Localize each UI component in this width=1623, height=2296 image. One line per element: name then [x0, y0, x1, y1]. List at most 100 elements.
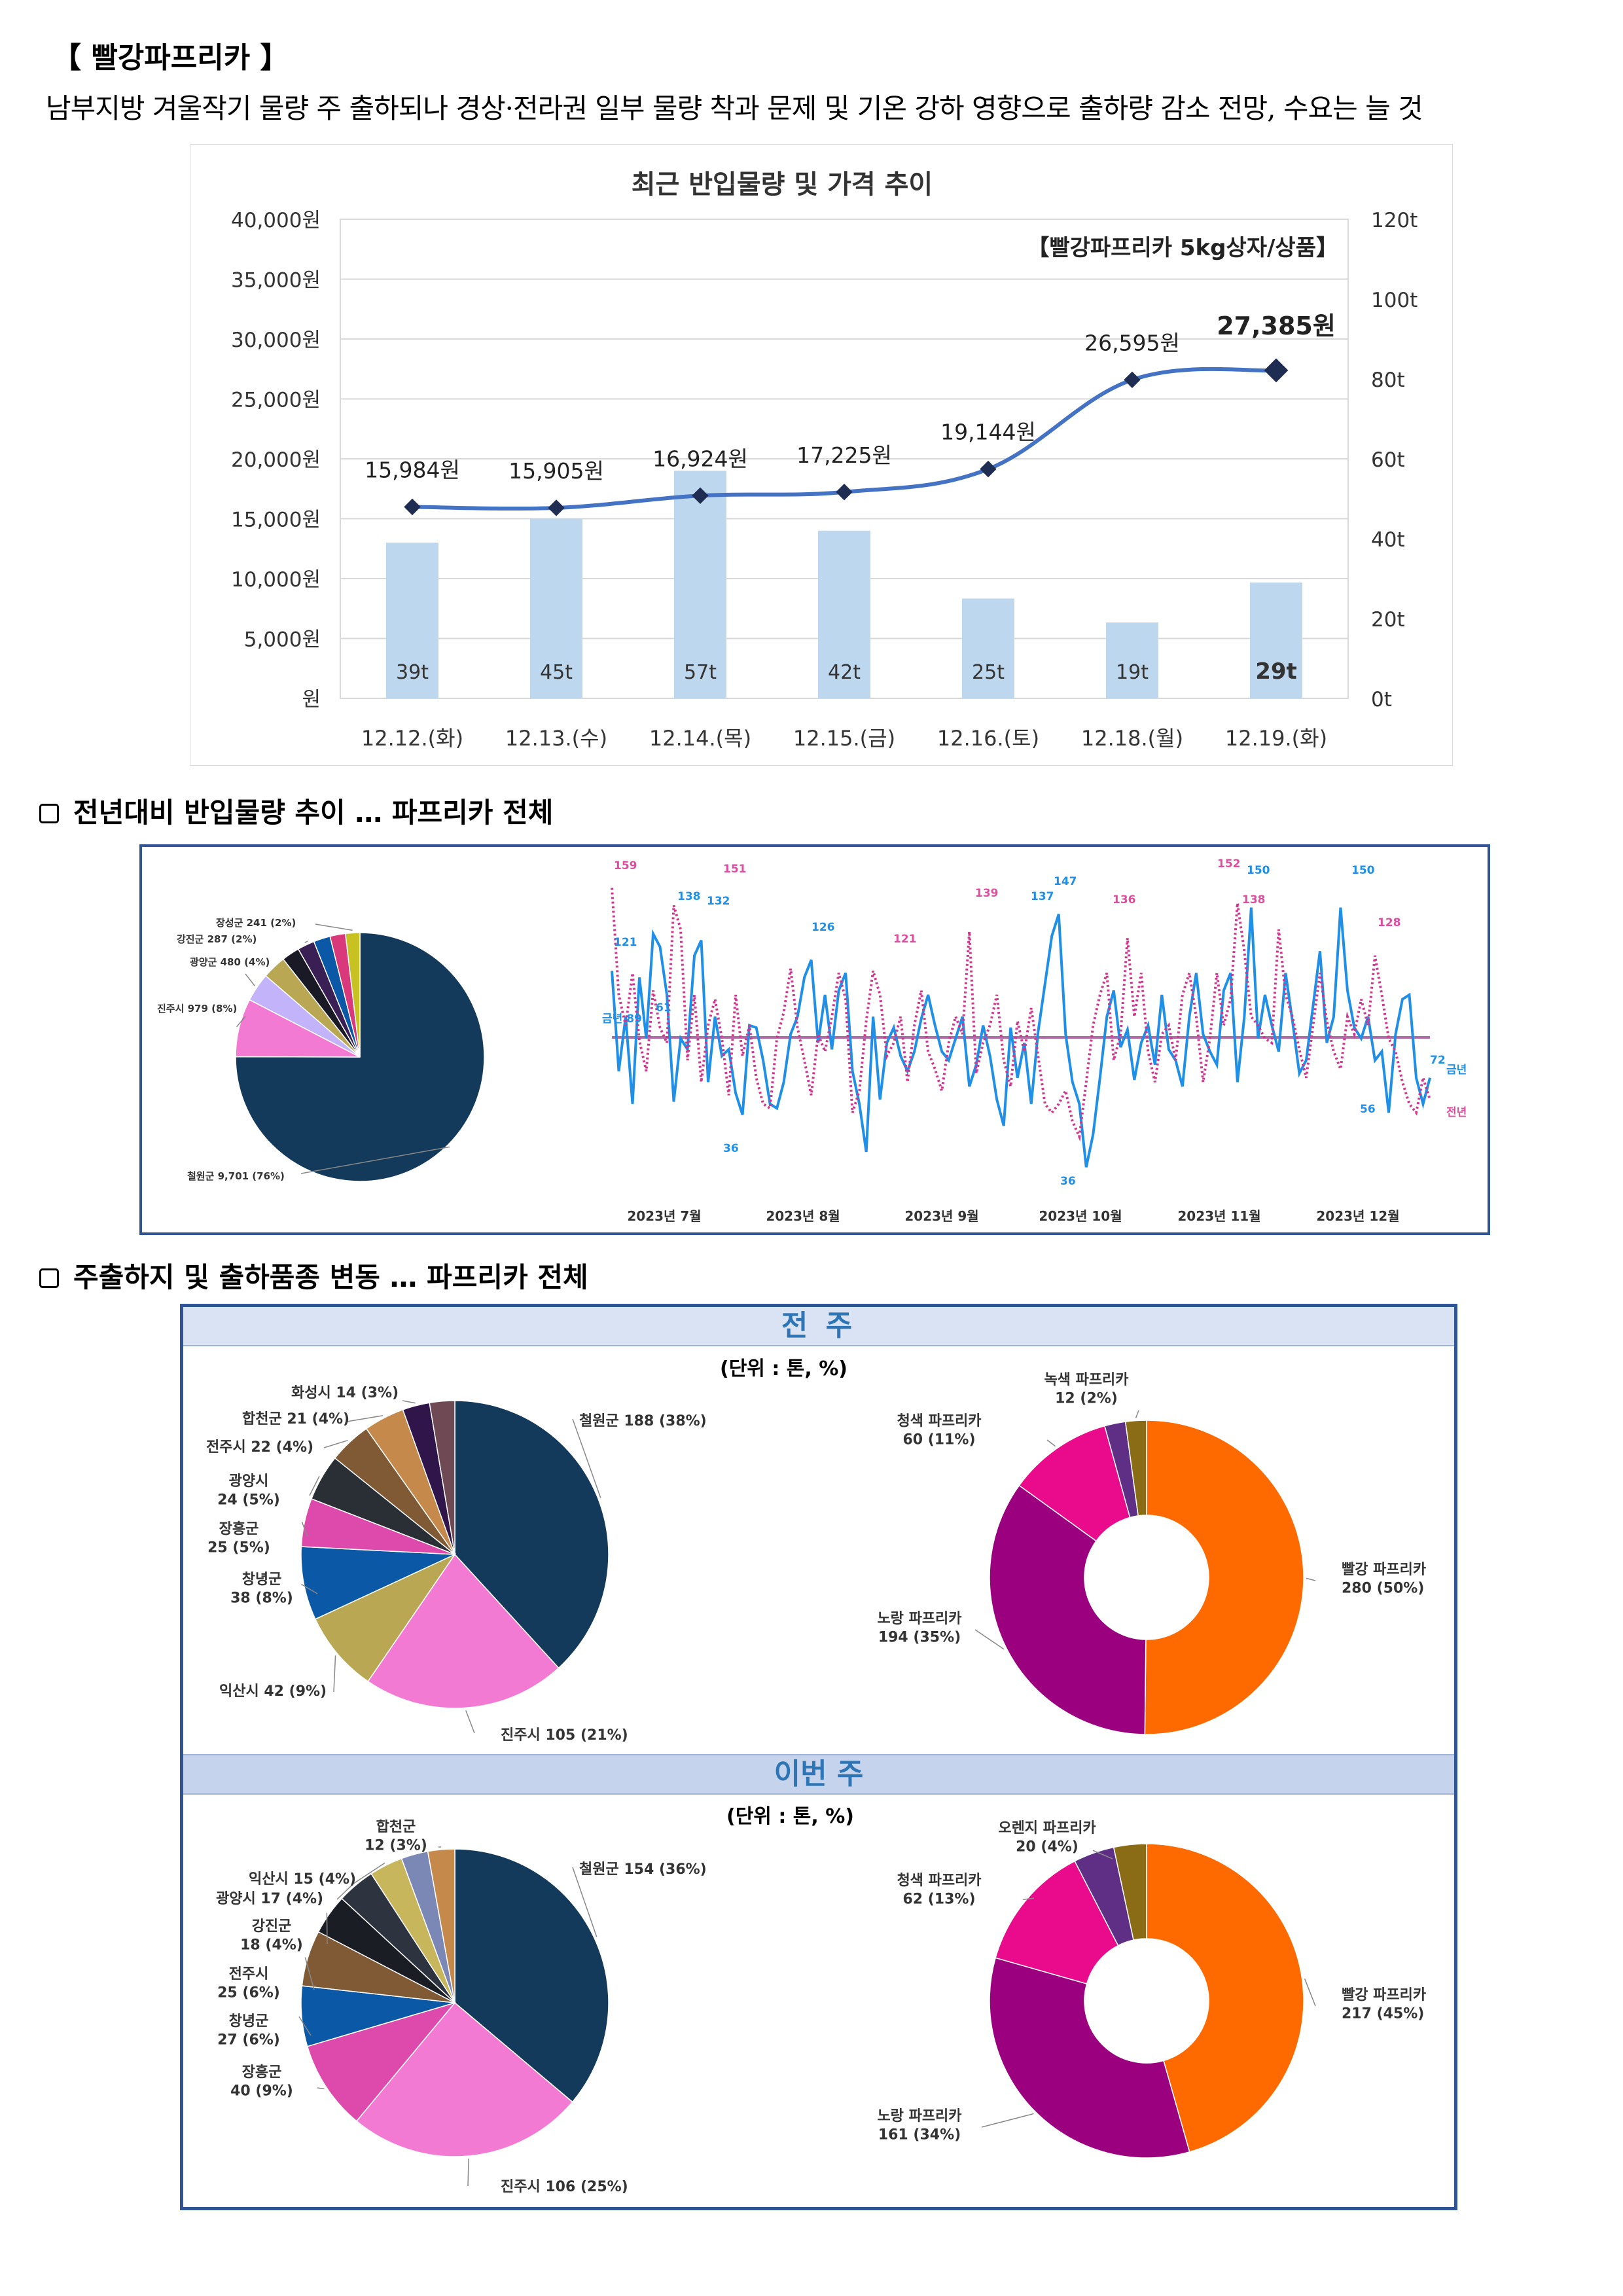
page-title: 【 빨강파프리카 】 [52, 41, 289, 75]
previous-year-line [611, 888, 1431, 1141]
slice-label: 창녕군 27 (6%) [217, 2013, 280, 2049]
this-week-variety-donut: 빨강 파프리카 217 (45%) 노랑 파프리카 161 (34%) 청색 파프리카 6… [877, 1820, 1426, 2159]
pie-slice [454, 1400, 609, 1669]
slice-label-line: 철원군 188 (38%) [579, 1413, 707, 1429]
leader-line [1304, 1979, 1316, 2007]
y-right-tick: 100t [1371, 289, 1418, 312]
this-week-band: 이번 주 [183, 1754, 1454, 1795]
shipping-section-heading: 주출하지 및 출하품종 변동 … 파프리카 전체 [39, 1255, 588, 1295]
slice-label: 청색 파프리카 60 (11%) [897, 1413, 981, 1448]
volume-label: 19t [1116, 661, 1149, 684]
slice-label-line: 화성시 14 (3%) [291, 1385, 399, 1401]
trend-heading-text: 전년대비 반입물량 추이 … 파프리카 전체 [73, 797, 554, 829]
y-left-tick: 30,000원 [231, 329, 321, 352]
chart-title: 최근 반입물량 및 가격 추이 [632, 170, 933, 200]
slice-label: 진주시 106 (25%) [501, 2179, 628, 2195]
price-label: 17,225원 [796, 442, 892, 468]
leader-line [301, 1521, 308, 1537]
slice-label-line: 창녕군 [242, 1571, 282, 1588]
slice-label-line: 청색 파프리카 [897, 1873, 981, 1889]
slice-label: 진주시 979 (8%) [157, 1003, 237, 1014]
slice-label-line: 진주시 106 (25%) [501, 2179, 628, 2195]
data-annotation: 159 [614, 859, 637, 872]
pie-slice [306, 2001, 457, 2122]
price-label: 16,924원 [652, 446, 748, 471]
data-annotation: 150 [1247, 864, 1270, 877]
leader-line [317, 2087, 325, 2090]
price-marker [404, 498, 421, 516]
slice-label: 전주시 22 (4%) [206, 1439, 313, 1456]
volume-bar [962, 598, 1014, 698]
slice-label: 빨강 파프리카 217 (45%) [1342, 1987, 1426, 2022]
leader-line [333, 1655, 336, 1693]
x-month-label: 2023년 11월 [1177, 1208, 1260, 1224]
leader-line [336, 1882, 355, 1900]
data-annotation: 151 [723, 863, 747, 876]
this-week-origin-pie: 철원군 154 (36%) 진주시 106 (25%) 장흥군 40 (9%) 창녕군 2… [216, 1820, 707, 2195]
slice-label: 장흥군 40 (9%) [230, 2064, 293, 2100]
prev-week-label: 전 주 [781, 1309, 857, 1342]
slice-label: 창녕군 38 (8%) [230, 1571, 293, 1607]
data-annotation: 56 [1360, 1103, 1376, 1116]
shipping-heading-text: 주출하지 및 출하품종 변동 … 파프리카 전체 [73, 1261, 588, 1293]
x-month-label: 2023년 12월 [1316, 1208, 1399, 1224]
data-annotation: 128 [1378, 916, 1401, 929]
slice-label-line: 빨강 파프리카 [1342, 1987, 1426, 2003]
data-annotation: 150 [1351, 864, 1375, 877]
data-annotation: 132 [707, 895, 730, 908]
slice-label-line: 217 (45%) [1342, 2006, 1424, 2022]
data-annotation: 138 [1242, 893, 1266, 906]
slice-label-line: 빨강 파프리카 [1342, 1562, 1426, 1578]
slice-label: 철원군 9,701 (76%) [187, 1170, 285, 1182]
y-right-tick: 40t [1371, 528, 1405, 552]
slice-label-line: 20 (4%) [1016, 1839, 1079, 1856]
slice-label-line: 청색 파프리카 [897, 1413, 981, 1429]
y-left-tick: 25,000원 [231, 389, 321, 412]
x-tick-label: 12.14.(목) [649, 726, 751, 751]
data-annotation: 126 [812, 921, 835, 934]
x-month-label: 2023년 8월 [766, 1208, 840, 1224]
pie-slice [1124, 1420, 1147, 1516]
x-tick-label: 12.15.(금) [793, 726, 895, 751]
y-left-tick: 40,000원 [231, 209, 321, 232]
slice-label-line: 장흥군 [219, 1521, 259, 1537]
leader-line [467, 2159, 469, 2187]
volume-label: 42t [828, 661, 861, 684]
slice-label-line: 진주시 105 (21%) [501, 1727, 628, 1744]
x-tick-label: 12.19.(화) [1225, 726, 1327, 751]
data-annotation: 36 [1060, 1175, 1076, 1188]
pie-slice [427, 1848, 455, 2003]
x-month-label: 2023년 7월 [627, 1208, 701, 1224]
leader-line [974, 1629, 1005, 1650]
trend-section-heading: 전년대비 반입물량 추이 … 파프리카 전체 [39, 791, 553, 831]
x-tick-label: 12.13.(수) [505, 726, 607, 751]
pie-slice [314, 1553, 457, 1682]
slice-label: 장흥군 25 (5%) [207, 1521, 270, 1556]
leader-line [572, 1418, 601, 1498]
slice-label-line: 18 (4%) [240, 1937, 303, 1954]
slice-label: 익산시 42 (9%) [219, 1683, 327, 1700]
slice-label-line: 노랑 파프리카 [877, 2108, 961, 2125]
leader-line [300, 1146, 450, 1174]
slice-label-line: 38 (8%) [230, 1590, 293, 1607]
y-left-tick: 35,000원 [231, 269, 321, 293]
slice-label-line: 합천군 21 (4%) [242, 1410, 349, 1427]
slice-label-line: 녹색 파프리카 [1044, 1372, 1128, 1388]
slice-label-line: 강진군 [252, 1918, 292, 1935]
slice-label: 강진군 287 (2%) [177, 933, 257, 945]
pie-slice [429, 1400, 455, 1555]
slice-label: 강진군 18 (4%) [240, 1918, 303, 1954]
chart-subtitle: 【빨강파프리카 5kg상자/상품】 [1027, 235, 1338, 261]
leader-line [353, 1862, 385, 1884]
slice-label: 빨강 파프리카 280 (50%) [1342, 1562, 1426, 1597]
leader-line [465, 1710, 475, 1734]
slice-label-line: 12 (2%) [1055, 1391, 1118, 1407]
slice-label-line: 194 (35%) [878, 1630, 961, 1646]
volume-bar [530, 518, 582, 698]
prev-week-origin-pie: 철원군 188 (38%) 진주시 105 (21%) 익산시 42 (9%) 창녕군… [206, 1385, 707, 1744]
leader-line [402, 1400, 416, 1404]
price-marker [548, 499, 565, 516]
x-month-label: 2023년 10월 [1039, 1208, 1122, 1224]
data-annotation: 139 [975, 887, 999, 900]
data-annotation: 121 [893, 933, 917, 946]
